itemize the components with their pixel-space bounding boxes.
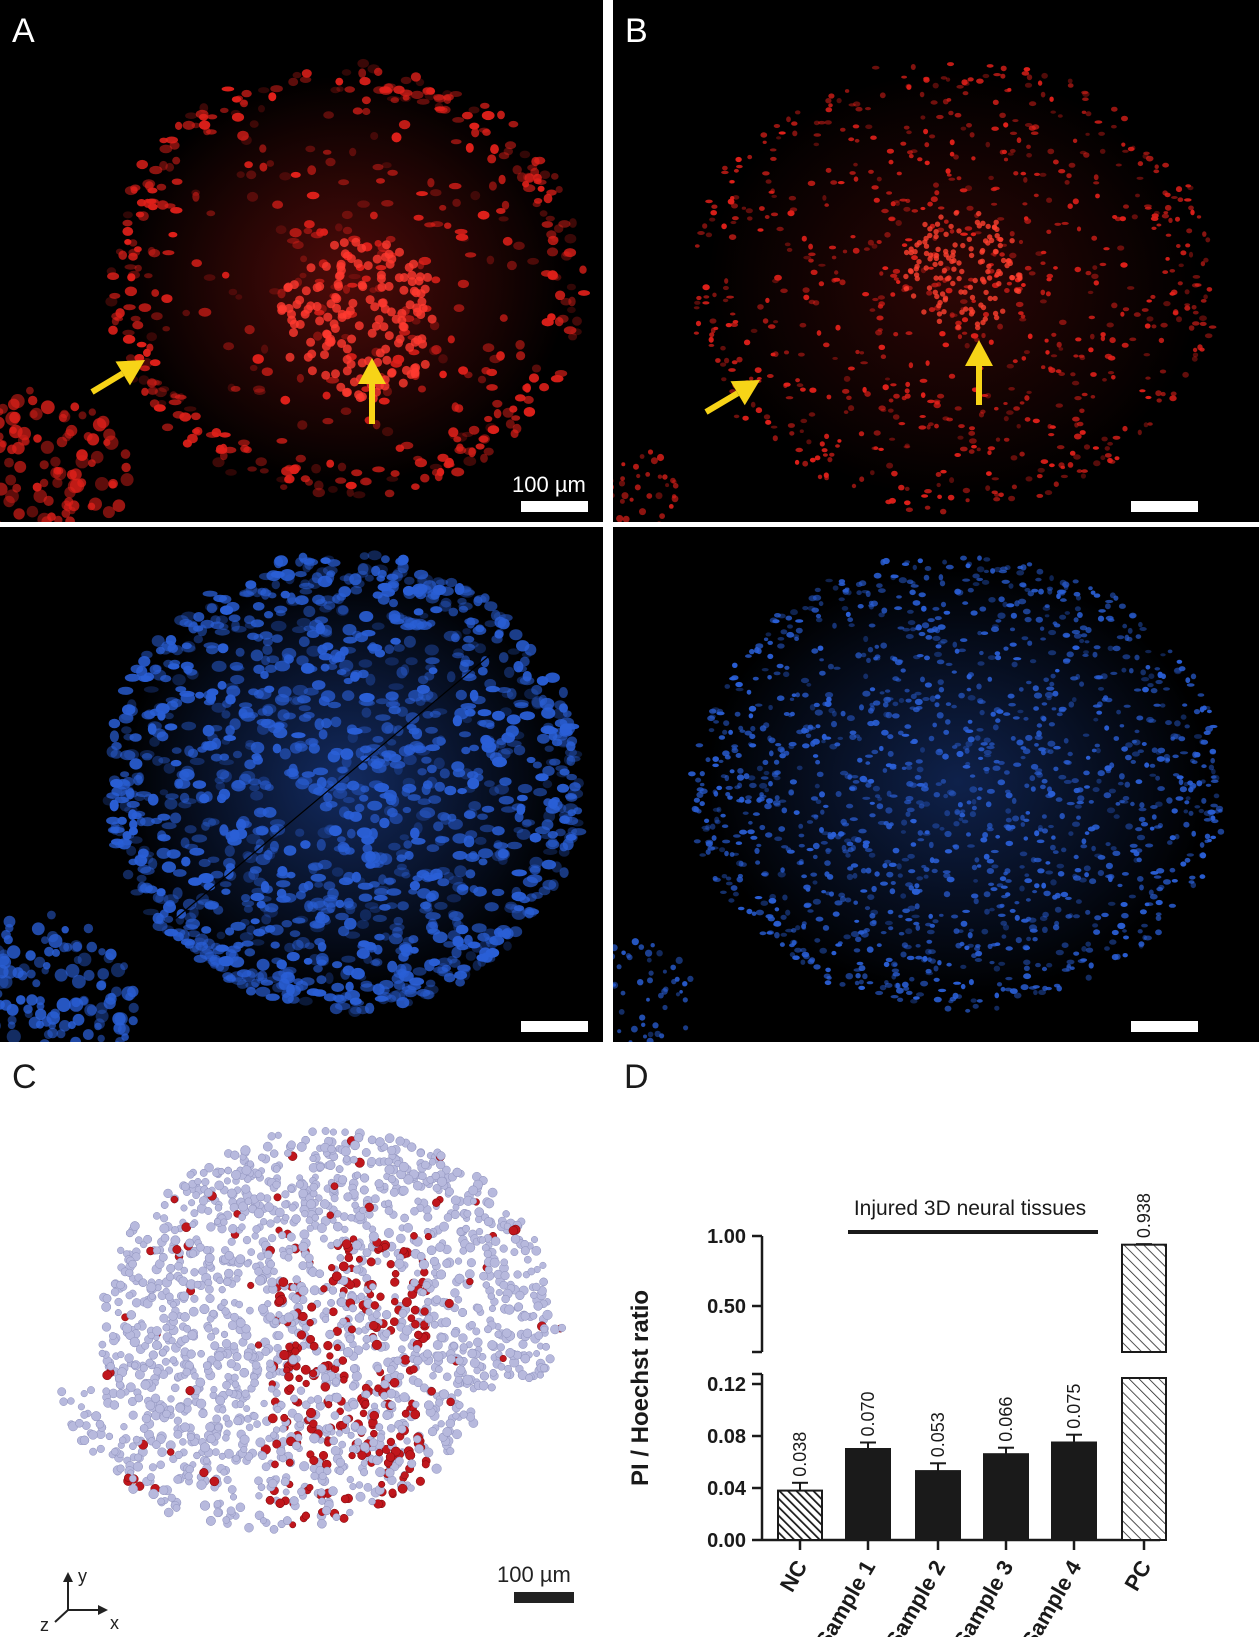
y-tick-label: 0.08 — [707, 1426, 746, 1448]
bar-1: 0.070 — [846, 1391, 890, 1540]
panel-label-c: C — [12, 1058, 37, 1097]
x-tick-label: NC — [775, 1556, 813, 1596]
x-tick-label: Sample 1 — [810, 1556, 880, 1637]
scale-bar — [514, 1592, 574, 1603]
bar — [984, 1454, 1028, 1540]
bar — [1052, 1443, 1096, 1541]
panel-label-d: D — [624, 1058, 649, 1097]
bar-2: 0.053 — [916, 1412, 960, 1540]
pi-stained-organoid-image-a — [0, 0, 603, 522]
nuclei-spheres — [58, 1127, 566, 1533]
neighbor-organoid — [613, 938, 694, 1042]
neighbor-organoid — [0, 911, 139, 1042]
panel-a-pi-image: A 100 µm — [0, 0, 603, 522]
bar-0: 0.038 — [778, 1432, 822, 1540]
data-label: 0.053 — [928, 1412, 948, 1457]
scale-bar — [521, 1021, 588, 1032]
y-axis-label: PI / Hoechst ratio — [627, 1290, 654, 1486]
3d-nuclei-reconstruction: y x z 100 µm — [0, 1100, 620, 1637]
y-tick-label: 0.04 — [707, 1478, 747, 1500]
panel-b-hoechst-image — [613, 527, 1259, 1042]
data-label: 0.938 — [1134, 1193, 1154, 1238]
annotation-label: Injured 3D neural tissues — [854, 1197, 1086, 1220]
bar — [916, 1471, 960, 1540]
panel-b-pi-image: B — [613, 0, 1259, 522]
x-tick-label: Sample 2 — [880, 1556, 950, 1637]
panel-label-b: B — [625, 12, 648, 51]
bar-upper-segment — [1122, 1245, 1166, 1352]
panel-label-a: A — [12, 12, 35, 51]
scale-bar — [1131, 501, 1198, 512]
data-label: 0.070 — [858, 1391, 878, 1436]
scale-bar-label: 100 µm — [512, 472, 586, 498]
xyz-axes-icon: y x z — [40, 1566, 119, 1635]
x-tick-label: PC — [1119, 1556, 1156, 1595]
axis-y-label: y — [78, 1566, 87, 1586]
hoechst-stained-organoid-image-b — [613, 527, 1259, 1042]
pi-hoechst-ratio-chart: 0.00 0.04 0.08 0.12 0.50 1.00 PI / Hoechst rat… — [620, 1100, 1259, 1637]
panel-a-hoechst-image — [0, 527, 603, 1042]
neighbor-organoid — [613, 449, 679, 522]
chart-axes: 0.00 0.04 0.08 0.12 0.50 1.00 PI / Hoechst rat… — [627, 1226, 1160, 1637]
axis-z-label: z — [40, 1615, 49, 1635]
x-tick-label: Sample 4 — [1016, 1555, 1086, 1637]
bar-lower-segment — [1122, 1378, 1166, 1540]
y-tick-label: 1.00 — [707, 1226, 746, 1248]
bar-4: 0.075 — [1052, 1384, 1096, 1540]
neighbor-organoid — [0, 387, 134, 522]
pi-stained-organoid-image-b — [613, 0, 1259, 522]
hoechst-stained-organoid-image-a — [0, 527, 603, 1042]
y-tick-label: 0.50 — [707, 1296, 746, 1318]
data-label: 0.038 — [790, 1432, 810, 1477]
bars: 0.038 0.070 0.053 0.066 0.075 0.938 — [778, 1193, 1166, 1540]
bar-5: 0.938 — [1122, 1193, 1166, 1540]
scale-bar — [1131, 1021, 1198, 1032]
data-label: 0.066 — [996, 1397, 1016, 1442]
scale-bar — [521, 501, 588, 512]
scale-bar-label: 100 µm — [497, 1562, 571, 1587]
axis-x-label: x — [110, 1613, 119, 1633]
bar — [846, 1449, 890, 1540]
x-tick-label: Sample 3 — [948, 1556, 1018, 1637]
bar — [778, 1491, 822, 1540]
data-label: 0.075 — [1064, 1384, 1084, 1429]
y-tick-label: 0.12 — [707, 1374, 746, 1396]
bar-3: 0.066 — [984, 1397, 1028, 1540]
y-tick-label: 0.00 — [707, 1530, 746, 1552]
yellow-arrow-icon — [92, 360, 145, 392]
